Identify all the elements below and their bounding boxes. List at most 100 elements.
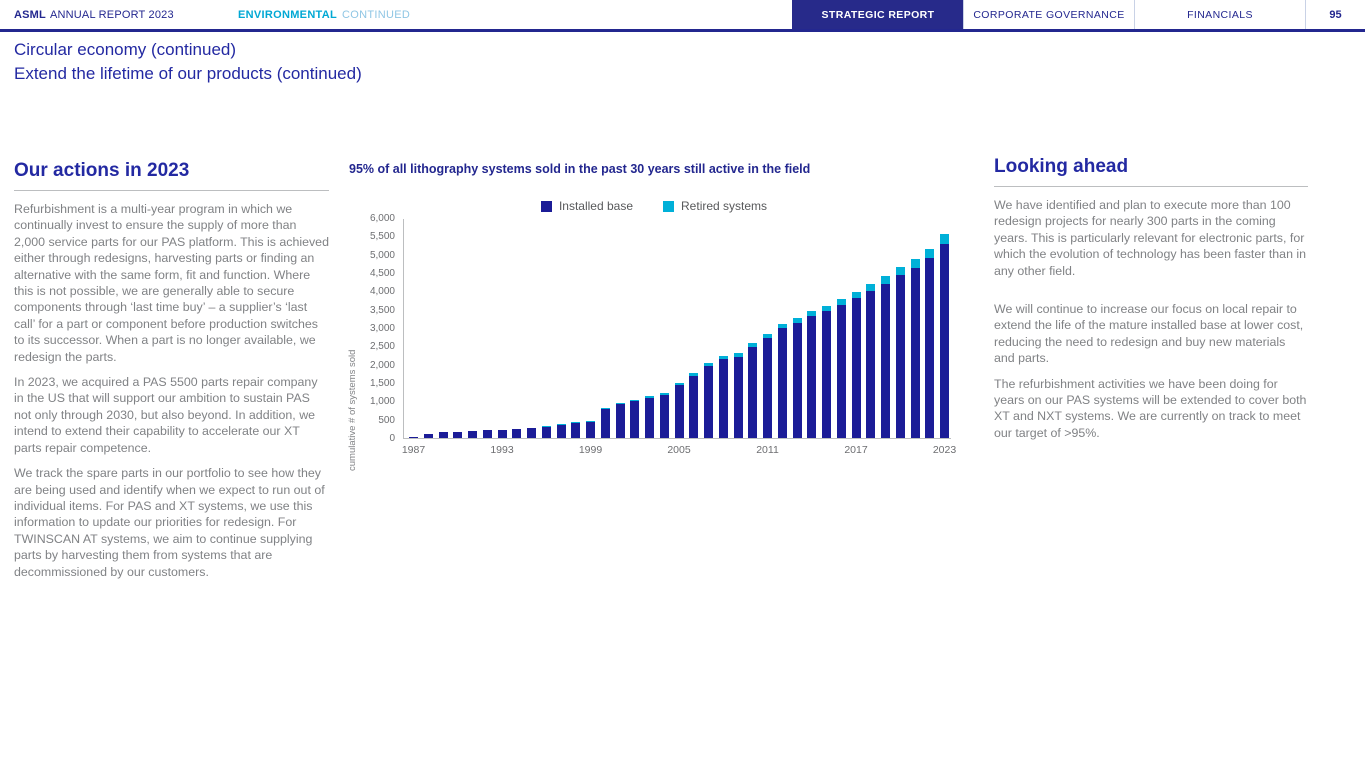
plot-area: 1987 1993 1999 2005 2011 2017 2023: [402, 219, 956, 456]
paragraph: Refurbishment is a multi-year program in…: [14, 202, 329, 364]
x-tick-label: 2017: [844, 444, 868, 456]
bar-segment-retired: [586, 420, 595, 422]
bar-2003: [645, 219, 654, 438]
bar-1987: 1987: [402, 219, 425, 456]
section-continued: CONTINUED: [342, 8, 411, 21]
bar-2014: [807, 219, 817, 438]
bar-1996: [541, 219, 551, 438]
x-tick-label: 2005: [667, 444, 691, 456]
bar-1994: [512, 219, 522, 438]
paragraph: In 2023, we acquired a PAS 5500 parts re…: [14, 375, 318, 455]
y-tick-label: 5,000: [369, 249, 395, 261]
x-tick-label: 1999: [578, 444, 603, 456]
y-tick-label: 3,500: [369, 304, 395, 316]
bar-segment-installed: [645, 397, 654, 438]
page-title: Circular economy (continued): [14, 40, 237, 59]
section-label: ENVIRONMENTAL CONTINUED: [238, 0, 410, 29]
paragraph: We have identified and plan to execute m…: [994, 198, 1307, 278]
right-column-paragraphs: We have identified and plan to execute m…: [994, 197, 1308, 441]
bar-segment-retired: [910, 258, 920, 268]
brand-name: ASML: [14, 8, 46, 21]
bar-segment-retired: [674, 383, 684, 386]
bar-1997: [556, 219, 566, 438]
bar-segment-retired: [689, 373, 699, 376]
bar-segment-installed: [718, 359, 728, 438]
legend-item-retired-systems: Retired systems: [663, 199, 767, 213]
bar-segment-retired: [630, 400, 640, 402]
left-column-paragraphs: Refurbishment is a multi-year program in…: [14, 201, 329, 580]
bar-segment-retired: [851, 291, 861, 298]
right-column: Looking ahead We have identified and pla…: [994, 156, 1308, 450]
legend-label: Installed base: [558, 199, 634, 213]
bar-segment-retired: [704, 363, 713, 366]
bar-2001: [615, 219, 625, 438]
x-tick-label: 2011: [756, 444, 779, 456]
legend-label: Retired systems: [681, 199, 768, 213]
brand: ASML ANNUAL REPORT 2023: [14, 0, 174, 29]
bar-segment-installed: [438, 432, 448, 438]
bar-segment-installed: [571, 423, 581, 438]
y-tick-label: 6,000: [369, 213, 395, 224]
bar-segment-installed: [792, 323, 802, 438]
bar-segment-installed: [423, 433, 433, 438]
y-tick-label: 1,000: [369, 396, 395, 408]
bar-2021: [910, 219, 920, 438]
bar-segment-retired: [940, 233, 949, 245]
bar-segment-installed: [409, 437, 418, 438]
bar-segment-installed: [822, 311, 831, 438]
bar-2009: [733, 219, 743, 438]
chart-title: 95% of all lithography systems sold in t…: [349, 162, 811, 176]
bar-segment-retired: [881, 275, 890, 284]
bar-segment-retired: [600, 407, 610, 409]
y-tick-label: 2,500: [369, 341, 395, 353]
bar-segment-installed: [895, 275, 905, 438]
tab-strategic-report[interactable]: STRATEGIC REPORT: [792, 0, 963, 29]
y-tick-label: 4,000: [369, 286, 395, 298]
bar-segment-installed: [881, 283, 890, 438]
page-number: 95: [1305, 0, 1365, 29]
bar-segment-retired: [718, 356, 728, 360]
bar-1993: 1993: [490, 219, 514, 456]
bar-2018: [866, 219, 876, 438]
bar-segment-installed: [630, 401, 640, 438]
bar-1990: [453, 219, 463, 438]
bar-segment-installed: [807, 315, 817, 438]
bar-2022: [925, 219, 935, 438]
y-tick-label: 0: [389, 433, 395, 444]
x-tick-label: 1993: [490, 444, 514, 456]
bar-segment-installed: [659, 394, 669, 438]
bar-2020: [895, 219, 905, 438]
bar-segment-retired: [763, 333, 772, 338]
bar-2004: [659, 219, 669, 438]
bar-segment-installed: [556, 425, 566, 438]
bar-1999: 1999: [579, 219, 602, 456]
x-tick-label: 2023: [932, 444, 957, 456]
tab-corporate-governance[interactable]: CORPORATE GOVERNANCE: [963, 0, 1134, 29]
bar-2007: [704, 219, 713, 438]
bar-segment-retired: [645, 396, 654, 398]
paragraph: The refurbishment activities we have bee…: [994, 376, 1307, 440]
bar-segment-installed: [541, 427, 551, 438]
bar-segment-retired: [792, 318, 802, 324]
bar-segment-installed: [586, 421, 595, 438]
bar-segment-retired: [807, 310, 817, 316]
bar-segment-installed: [763, 337, 772, 438]
bar-segment-installed: [468, 431, 477, 438]
bar-segment-installed: [615, 404, 625, 438]
tab-financials[interactable]: FINANCIALS: [1134, 0, 1305, 29]
bar-segment-installed: [527, 428, 536, 438]
paragraph: We track the spare parts in our portfoli…: [14, 466, 325, 579]
bar-2016: [836, 219, 846, 438]
bar-segment-installed: [910, 267, 920, 438]
bar-segment-retired: [541, 426, 551, 428]
bar-2013: [792, 219, 802, 438]
bar-segment-retired: [615, 403, 625, 405]
y-tick-label: 1,500: [369, 378, 395, 389]
bar-segment-retired: [748, 343, 758, 348]
bar-segment-installed: [600, 408, 610, 438]
left-column-heading: Our actions in 2023: [14, 160, 329, 191]
legend-swatch-retired-systems: [663, 200, 675, 212]
y-tick-label: 500: [378, 414, 395, 426]
bar-segment-retired: [556, 424, 566, 426]
